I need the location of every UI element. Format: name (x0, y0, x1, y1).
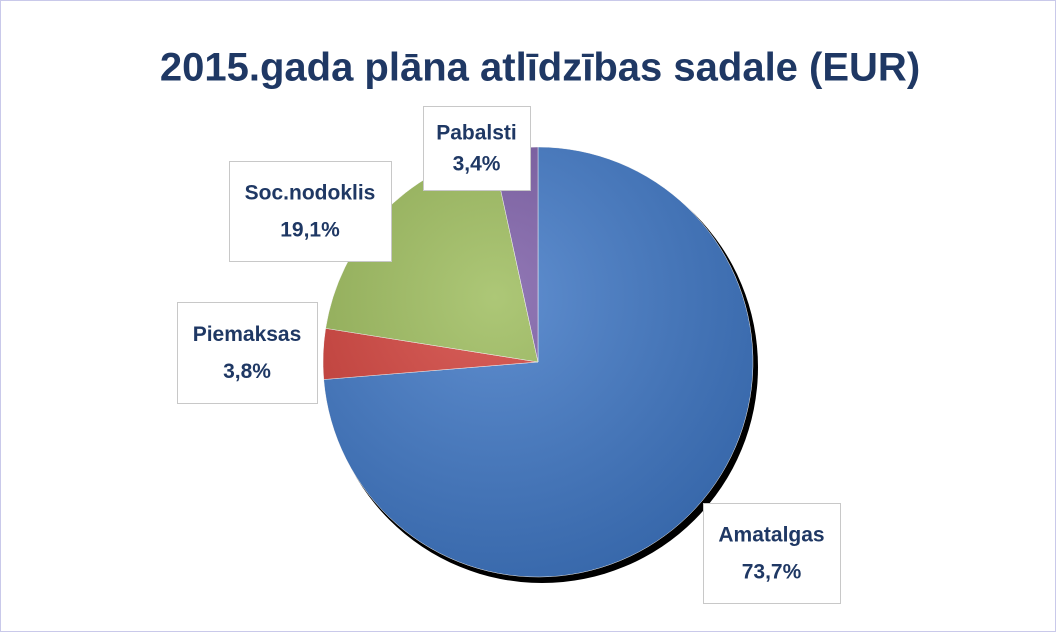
data-label-box (703, 503, 841, 604)
chart-title: 2015.gada plāna atlīdzības sadale (EUR) (160, 46, 920, 90)
data-label-box (177, 302, 318, 404)
data-label-value: 19,1% (280, 219, 340, 242)
data-label-name: Amatalgas (718, 524, 824, 547)
data-label-name: Pabalsti (436, 121, 517, 144)
data-label-box (229, 161, 392, 262)
data-label-box (423, 106, 531, 191)
data-label-name: Piemaksas (193, 323, 302, 346)
data-label-name: Soc.nodoklis (245, 182, 376, 205)
data-label-value: 73,7% (742, 561, 802, 584)
data-label-value: 3,8% (223, 360, 271, 383)
data-label-value: 3,4% (453, 152, 501, 175)
